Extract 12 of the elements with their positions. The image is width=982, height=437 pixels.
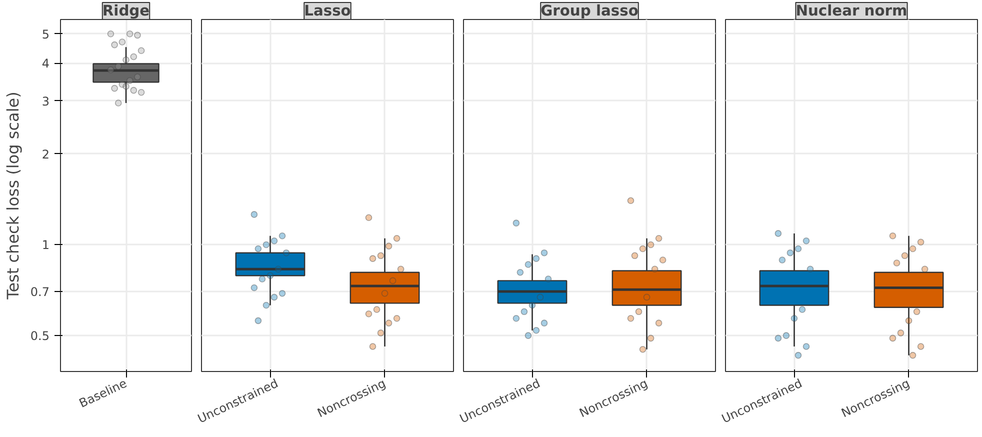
y-tick-label: 0.5 (30, 329, 50, 344)
y-axis-title: Test check loss (log scale) (3, 92, 22, 300)
y-tick-label: 3 (42, 94, 50, 108)
y-tick-label: 4 (42, 56, 50, 71)
y-tick-label: 5 (42, 27, 50, 42)
chart-title: Lasso (304, 2, 351, 20)
chart-title: Nuclear norm (796, 2, 908, 20)
y-tick-label: 1 (42, 238, 50, 252)
chart-title: Group lasso (540, 2, 638, 20)
y-tick-label: 0.7 (30, 284, 50, 299)
chart-title: Ridge (102, 2, 150, 20)
y-tick-label: 2 (42, 147, 50, 162)
